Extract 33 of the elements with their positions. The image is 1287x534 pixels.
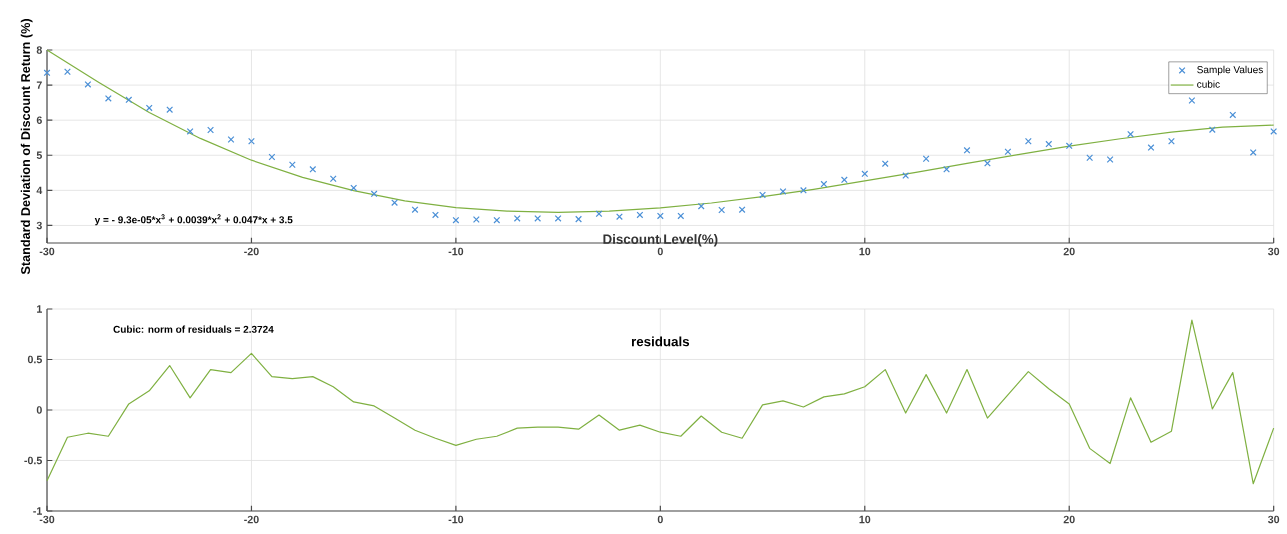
x-tick-label: 30 <box>1267 247 1280 256</box>
legend-label: cubic <box>1197 80 1220 88</box>
y-axis-title: Standard Deviation of Discount Return (%) <box>20 19 33 275</box>
y-tick-label: 0 <box>36 406 42 414</box>
x-tick-label: 10 <box>859 247 871 256</box>
y-tick-label: 8 <box>36 46 42 54</box>
x-tick-label: -20 <box>244 247 259 256</box>
y-tick-label: 3 <box>36 221 42 230</box>
legend-label: Sample Values <box>1197 65 1263 76</box>
x-tick-label: 0 <box>657 247 663 256</box>
y-tick-label: 1 <box>37 305 42 313</box>
x-tick-label: -30 <box>39 247 55 256</box>
x-axis-title: Discount Level(%) <box>603 234 718 247</box>
x-tick-label: -30 <box>39 515 55 524</box>
y-tick-label: 4 <box>36 186 43 195</box>
y-tick-label: 5 <box>36 151 42 159</box>
x-tick-label: -20 <box>244 515 259 524</box>
x-tick-label: -10 <box>448 515 464 524</box>
y-tick-label: -1 <box>33 507 42 515</box>
y-tick-label: 7 <box>36 81 42 89</box>
x-tick-label: 30 <box>1267 515 1280 524</box>
text: residuals <box>631 336 690 347</box>
x-tick-label: 20 <box>1063 515 1075 524</box>
y-tick-label: -0.5 <box>24 456 42 465</box>
annotation: Cubic: norm of residuals = 2.3724 <box>113 325 274 333</box>
annotation: y = - 9.3e-05*x$^{3}$ + 0.0039*x$^{2}$ + 0.047*x + 3.5 <box>94 214 293 226</box>
x-tick-label: -10 <box>448 247 464 256</box>
y-tick-label: 6 <box>36 116 42 124</box>
line-series <box>46 319 1275 485</box>
x-tick-label: 10 <box>859 515 871 524</box>
y-tick-label: 0.5 <box>27 355 42 364</box>
x-tick-label: 0 <box>657 515 663 524</box>
x-tick-label: 20 <box>1063 247 1075 256</box>
